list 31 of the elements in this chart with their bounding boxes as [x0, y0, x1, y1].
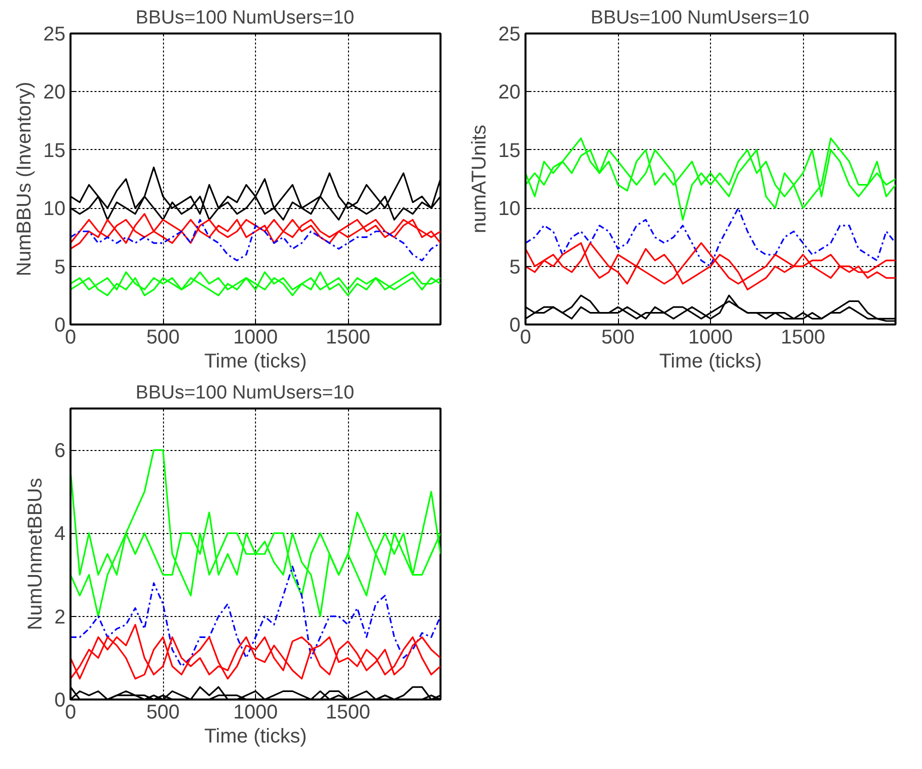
y-tick-label: 6 [54, 440, 66, 462]
x-tick-label: 500 [601, 326, 635, 348]
x-tick-label: 1500 [326, 326, 370, 348]
x-tick-label: 1000 [688, 326, 733, 348]
x-tick-label: 1000 [233, 326, 278, 348]
y-tick-label: 20 [43, 82, 66, 104]
y-axis-title: NumBBUs (Inventory) [13, 82, 36, 276]
y-tick-label: 10 [43, 198, 66, 220]
y-tick-label: 20 [498, 82, 521, 104]
x-tick-label: 500 [146, 702, 180, 724]
x-tick-label: 500 [146, 326, 180, 348]
x-tick-label: 1000 [233, 702, 278, 724]
x-axis-title: Time (ticks) [659, 350, 762, 372]
y-tick-label: 4 [54, 523, 66, 546]
y-tick-label: 15 [498, 140, 521, 162]
x-tick-label: 1500 [326, 702, 370, 724]
chart-title: BBUs=100 NumUsers=10 [136, 382, 354, 404]
y-tick-label: 25 [498, 24, 521, 46]
chart-title: BBUs=100 NumUsers=10 [136, 8, 354, 28]
y-tick-label: 2 [54, 606, 66, 628]
y-tick-label: 10 [498, 198, 521, 220]
y-axis-title: NumUnmetBBUs [24, 478, 46, 630]
y-tick-label: 25 [43, 24, 66, 46]
x-axis-title: Time (ticks) [204, 726, 307, 748]
x-tick-label: 1500 [780, 326, 826, 348]
chart-title: BBUs=100 NumUsers=10 [590, 8, 810, 28]
x-axis-title: Time (ticks) [204, 350, 307, 372]
y-tick-label: 5 [54, 256, 66, 278]
y-tick-label: 5 [509, 256, 520, 278]
y-axis-title: numATUnits [468, 124, 490, 234]
y-tick-label: 15 [43, 140, 66, 162]
